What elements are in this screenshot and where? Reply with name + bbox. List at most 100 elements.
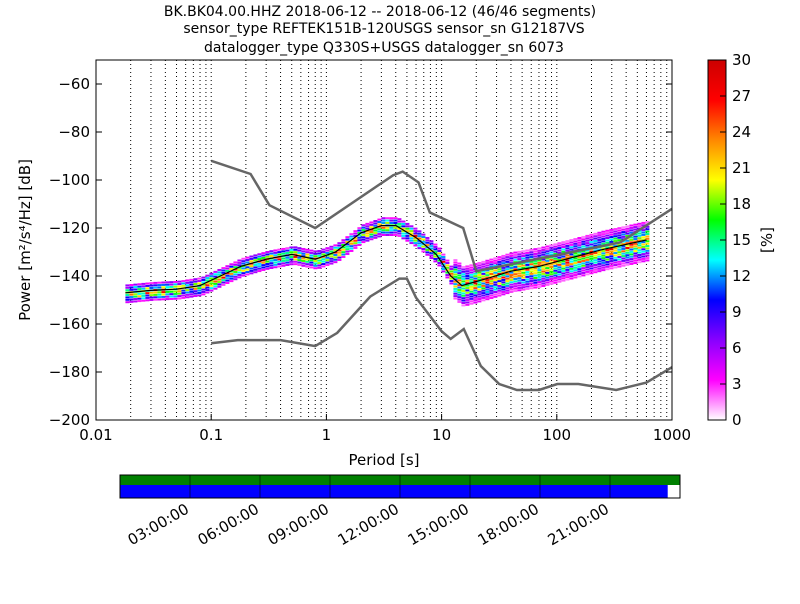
heatmap-cell bbox=[541, 260, 546, 263]
heatmap-cell bbox=[465, 284, 470, 287]
heatmap-cell bbox=[525, 268, 530, 271]
heatmap-cell bbox=[497, 289, 502, 292]
heatmap-cell bbox=[605, 263, 610, 266]
heatmap-cell bbox=[133, 298, 138, 301]
heatmap-cell bbox=[585, 237, 590, 240]
heatmap-cell bbox=[609, 257, 614, 260]
heatmap-cell bbox=[505, 272, 510, 275]
heatmap-cell bbox=[313, 260, 318, 263]
heatmap-cell bbox=[613, 232, 618, 235]
data-coverage-timeline: 03:00:00 06:00:00 09:00:00 12:00:00 15:00:00… bbox=[119, 474, 681, 549]
heatmap-cell bbox=[305, 263, 310, 266]
heatmap-cell bbox=[585, 266, 590, 269]
heatmap-cell bbox=[521, 276, 526, 279]
heatmap-cell bbox=[577, 253, 582, 256]
heatmap-cell bbox=[457, 262, 462, 265]
heatmap-cell bbox=[257, 262, 262, 265]
heatmap-cell bbox=[229, 270, 234, 273]
heatmap-cell bbox=[397, 218, 402, 221]
heatmap-cell bbox=[645, 254, 650, 257]
heatmap-cell bbox=[405, 239, 410, 242]
y-axis-ticks: −200 −180 −160 −140 −120 −100 −80 −60 bbox=[49, 75, 672, 429]
heatmap-cell bbox=[537, 247, 542, 250]
heatmap-cell bbox=[581, 271, 586, 274]
heatmap-cell bbox=[189, 281, 194, 284]
heatmap-cell bbox=[569, 277, 574, 280]
heatmap-cell bbox=[633, 259, 638, 262]
heatmap-cell bbox=[645, 225, 650, 228]
heatmap-cell bbox=[197, 289, 202, 292]
heatmap-cell bbox=[473, 279, 478, 282]
heatmap-cell bbox=[553, 245, 558, 248]
heatmap-cell bbox=[277, 260, 282, 263]
heatmap-cell bbox=[377, 230, 382, 233]
heatmap-cell bbox=[637, 234, 642, 237]
heatmap-cell bbox=[365, 237, 370, 240]
heatmap-cell bbox=[289, 246, 294, 249]
heatmap-cell bbox=[133, 288, 138, 291]
y-axis-label-prefix: Power bbox=[16, 271, 34, 321]
heatmap-cell bbox=[261, 256, 266, 259]
heatmap-cell bbox=[557, 247, 562, 250]
heatmap-cell bbox=[277, 263, 282, 266]
heatmap-cell bbox=[241, 260, 246, 263]
heatmap-cell bbox=[273, 251, 278, 254]
heatmap-cell bbox=[621, 235, 626, 238]
heatmap-cell bbox=[529, 272, 534, 275]
heatmap-cell bbox=[161, 293, 166, 296]
heatmap-cell bbox=[257, 270, 262, 273]
heatmap-cell bbox=[441, 260, 446, 263]
heatmap-cell bbox=[597, 262, 602, 265]
heatmap-cell bbox=[469, 276, 474, 279]
heatmap-cell bbox=[513, 251, 518, 254]
heatmap-cell bbox=[449, 268, 454, 271]
heatmap-cell bbox=[489, 258, 494, 261]
heatmap-cell bbox=[301, 255, 306, 258]
heatmap-cell bbox=[477, 286, 482, 289]
heatmap-cell bbox=[525, 261, 530, 264]
heatmap-cell bbox=[537, 254, 542, 257]
heatmap-cell bbox=[525, 278, 530, 281]
heatmap-cell bbox=[257, 253, 262, 256]
heatmap-cell bbox=[441, 268, 446, 271]
heatmap-cell bbox=[533, 284, 538, 287]
heatmap-cell bbox=[373, 232, 378, 235]
heatmap-cell bbox=[577, 241, 582, 244]
heatmap-cell bbox=[521, 264, 526, 267]
heatmap-cell bbox=[321, 258, 326, 261]
heatmap-cell bbox=[577, 236, 582, 239]
heatmap-cell bbox=[165, 298, 170, 301]
heatmap-cell bbox=[413, 237, 418, 240]
heatmap-cell bbox=[537, 249, 542, 252]
heatmap-cell bbox=[181, 280, 186, 283]
heatmap-cell bbox=[429, 252, 434, 255]
heatmap-cell bbox=[453, 280, 458, 283]
heatmap-cell bbox=[285, 251, 290, 254]
heatmap-cell bbox=[537, 273, 542, 276]
heatmap-cell bbox=[517, 255, 522, 258]
heatmap-cell bbox=[609, 252, 614, 255]
heatmap-cell bbox=[629, 224, 634, 227]
heatmap-cell bbox=[449, 280, 454, 283]
heatmap-cell bbox=[525, 280, 530, 283]
heatmap-cell bbox=[493, 274, 498, 277]
heatmap-cell bbox=[489, 263, 494, 266]
heatmap-cell bbox=[537, 281, 542, 284]
heatmap-cell bbox=[641, 260, 646, 263]
heatmap-cell bbox=[489, 270, 494, 273]
heatmap-cell bbox=[309, 259, 314, 262]
heatmap-cell bbox=[541, 251, 546, 254]
heatmap-cell bbox=[549, 273, 554, 276]
heatmap-cell bbox=[557, 249, 562, 252]
heatmap-cell bbox=[309, 254, 314, 257]
heatmap-cell bbox=[617, 251, 622, 254]
heatmap-cell bbox=[573, 257, 578, 260]
heatmap-cell bbox=[545, 259, 550, 262]
heatmap-cell bbox=[137, 300, 142, 303]
heatmap-cell bbox=[489, 280, 494, 283]
heatmap-cell bbox=[641, 241, 646, 244]
heatmap-cell bbox=[465, 272, 470, 275]
heatmap-cell bbox=[369, 223, 374, 226]
heatmap-cell bbox=[365, 234, 370, 237]
heatmap-cell bbox=[501, 283, 506, 286]
